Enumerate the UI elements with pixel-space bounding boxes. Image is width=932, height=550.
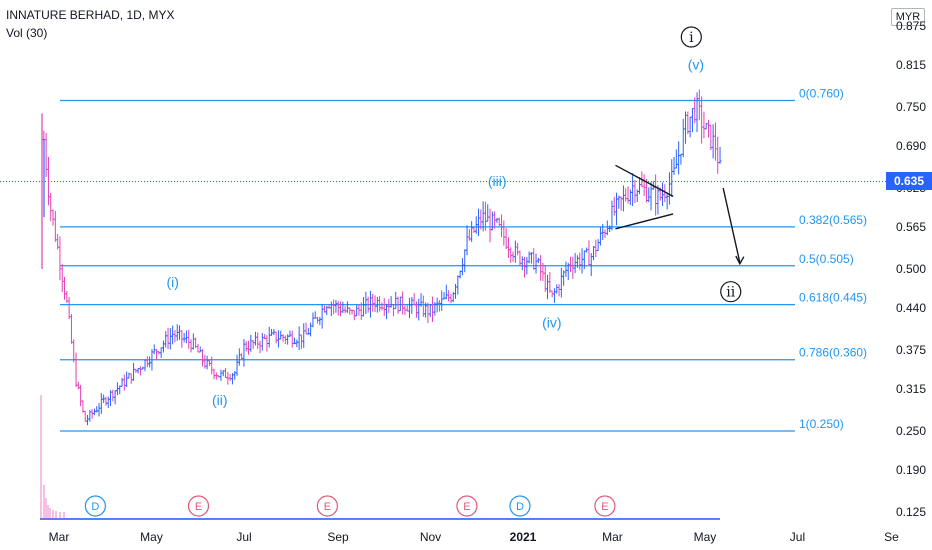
wave-circle-marker bbox=[720, 281, 742, 303]
price-tick-label: 0.125 bbox=[896, 505, 926, 519]
time-tick-label: Sep bbox=[327, 530, 349, 544]
earnings-marker[interactable] bbox=[594, 495, 616, 517]
time-tick-label: May bbox=[140, 530, 163, 544]
event-marker-label: E bbox=[324, 501, 331, 513]
current-price-badge: 0.635 bbox=[886, 172, 932, 190]
time-tick-label: Jul bbox=[790, 530, 805, 544]
wave-label: (ii) bbox=[212, 392, 228, 408]
dividend-marker[interactable] bbox=[84, 495, 106, 517]
price-tick-label: 0.250 bbox=[896, 424, 926, 438]
fib-level-label: 1(0.250) bbox=[799, 417, 844, 431]
volume-indicator-label[interactable]: Vol (30) bbox=[6, 26, 48, 40]
chart-title: INNATURE BERHAD, 1D, MYX bbox=[6, 8, 175, 22]
wave-circle-label: i bbox=[689, 30, 694, 46]
price-tick-label: 0.440 bbox=[896, 301, 926, 315]
time-tick-label: May bbox=[694, 530, 717, 544]
price-tick-label: 0.815 bbox=[896, 58, 926, 72]
price-tick-label: 0.375 bbox=[896, 343, 926, 357]
price-tick-label: 0.690 bbox=[896, 139, 926, 153]
wave-circle-marker bbox=[680, 26, 702, 48]
projection-arrow-line bbox=[722, 187, 741, 263]
wave-circle-label: ii bbox=[726, 285, 735, 301]
event-marker-label: E bbox=[601, 501, 608, 513]
price-tick-label: 0.315 bbox=[896, 382, 926, 396]
event-marker-label: E bbox=[463, 501, 470, 513]
price-tick-label: 0.500 bbox=[896, 262, 926, 276]
triangle-upper-trendline bbox=[615, 164, 674, 198]
event-marker-label: D bbox=[91, 501, 99, 513]
event-marker-label: D bbox=[516, 501, 524, 513]
fib-level-label: 0(0.760) bbox=[799, 87, 844, 101]
event-marker-label: E bbox=[195, 501, 202, 513]
wave-label: (v) bbox=[688, 56, 704, 72]
currency-unit-button[interactable]: MYR bbox=[891, 8, 925, 26]
earnings-marker[interactable] bbox=[316, 495, 338, 517]
price-tick-label: 0.565 bbox=[896, 220, 926, 234]
time-tick-label: Mar bbox=[602, 530, 623, 544]
fib-level-label: 0.382(0.565) bbox=[799, 213, 867, 227]
time-tick-label: Nov bbox=[420, 530, 441, 544]
triangle-lower-trendline bbox=[615, 213, 674, 230]
price-tick-label: 0.190 bbox=[896, 463, 926, 477]
time-tick-label: Mar bbox=[49, 530, 70, 544]
wave-label: (i) bbox=[167, 274, 179, 290]
price-tick-label: 0.750 bbox=[896, 100, 926, 114]
earnings-marker[interactable] bbox=[456, 495, 478, 517]
time-tick-label: Jul bbox=[236, 530, 251, 544]
fib-level-label: 0.786(0.360) bbox=[799, 346, 867, 360]
fib-level-label: 0.5(0.505) bbox=[799, 252, 854, 266]
time-tick-label: Se bbox=[884, 530, 899, 544]
earnings-marker[interactable] bbox=[187, 495, 210, 517]
price-tick-label: 0.875 bbox=[896, 19, 926, 33]
projection-arrowhead bbox=[735, 255, 745, 266]
fib-level-label: 0.618(0.445) bbox=[799, 291, 867, 305]
dividend-marker[interactable] bbox=[509, 495, 531, 517]
wave-label: (iii) bbox=[488, 173, 507, 189]
time-tick-label: 2021 bbox=[510, 530, 537, 544]
wave-label: (iv) bbox=[542, 314, 561, 330]
